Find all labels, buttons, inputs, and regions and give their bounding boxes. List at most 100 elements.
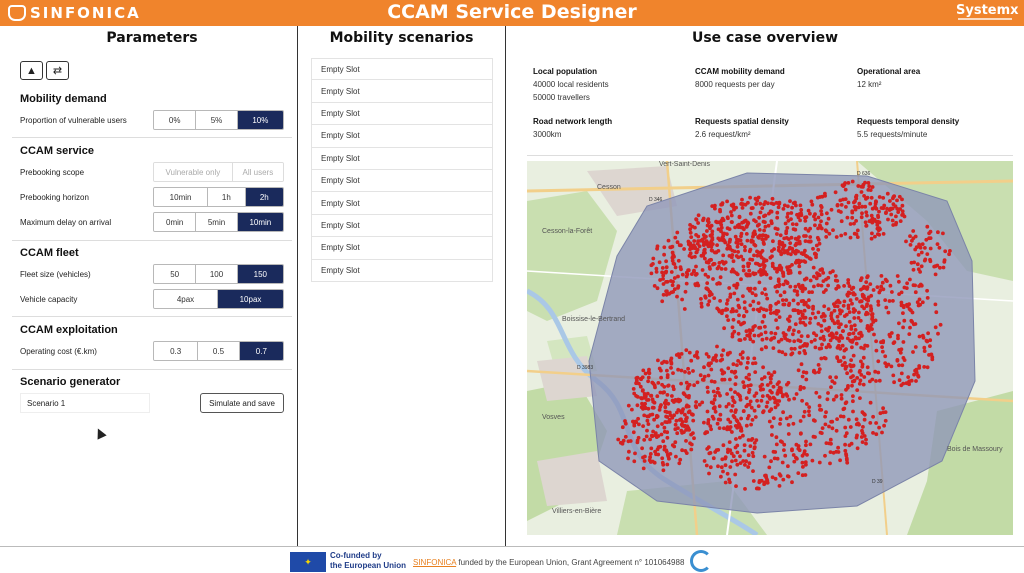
request-point [802, 308, 807, 313]
column-divider-right [505, 26, 506, 546]
scenario-name-input[interactable] [20, 393, 150, 413]
request-point [773, 450, 778, 454]
capacity-option-10pax[interactable]: 10pax [217, 290, 283, 308]
request-point [864, 223, 869, 228]
request-point [736, 331, 741, 336]
request-point [728, 425, 733, 429]
sinfonica-link[interactable]: SINFONICA [413, 558, 457, 567]
request-point [854, 435, 859, 440]
cost-option-0-7[interactable]: 0.7 [238, 342, 283, 360]
request-point [830, 318, 835, 323]
cost-option-0-5[interactable]: 0.5 [197, 342, 239, 360]
stat-road-network-value: 3000km [533, 130, 562, 139]
request-point [683, 412, 687, 417]
request-point [786, 328, 791, 332]
request-point [799, 431, 803, 436]
vulnerable-option-5[interactable]: 5% [195, 111, 237, 129]
request-point [792, 459, 797, 464]
request-point [701, 218, 705, 223]
request-point [892, 380, 896, 385]
request-point [694, 250, 699, 255]
horizon-option-10min[interactable]: 10min [154, 188, 208, 206]
randomize-button[interactable]: ⇄ [46, 61, 69, 80]
request-point [750, 291, 755, 296]
request-point [825, 397, 830, 402]
vulnerable-option-10[interactable]: 10% [236, 111, 283, 129]
request-point [687, 253, 692, 258]
request-point [859, 359, 863, 364]
scenario-slot-2[interactable]: Empty Slot [311, 80, 493, 103]
scenario-slot-1[interactable]: Empty Slot [311, 58, 493, 81]
reset-button[interactable]: ▲ [20, 61, 43, 80]
request-point [775, 227, 780, 231]
vulnerable-option-0[interactable]: 0% [154, 111, 196, 129]
request-point [760, 249, 765, 253]
request-point [860, 440, 865, 444]
scenario-slot-9[interactable]: Empty Slot [311, 237, 493, 260]
request-point [880, 280, 885, 285]
fleet-option-150[interactable]: 150 [236, 265, 283, 283]
request-point [777, 399, 782, 403]
request-point [787, 264, 792, 269]
request-point [800, 473, 805, 478]
horizon-option-2h[interactable]: 2h [244, 188, 283, 206]
request-point [819, 283, 824, 288]
fleet-option-100[interactable]: 100 [195, 265, 237, 283]
request-point [671, 290, 675, 294]
request-point [691, 246, 696, 250]
request-point [864, 441, 868, 446]
request-point [760, 337, 765, 342]
prebooking-scope-vulnerable[interactable]: Vulnerable only [154, 163, 232, 181]
request-point [764, 404, 769, 409]
delay-option-10min[interactable]: 10min [236, 213, 283, 231]
request-point [881, 232, 886, 236]
simulate-and-save-button[interactable]: Simulate and save [200, 393, 284, 413]
delay-option-5min[interactable]: 5min [195, 213, 237, 231]
request-point [865, 365, 870, 370]
scenario-slot-7[interactable]: Empty Slot [311, 192, 493, 215]
request-point [916, 374, 921, 379]
request-point [728, 295, 733, 299]
request-point [937, 245, 942, 250]
request-point [725, 232, 729, 236]
request-point [691, 369, 695, 373]
request-point [871, 288, 876, 292]
demand-map-canvas: Vert-Saint-Denis Cesson Cesson-la-Forêt … [527, 161, 1013, 535]
request-point [713, 409, 718, 414]
request-point [664, 289, 668, 294]
scenario-slot-8[interactable]: Empty Slot [311, 214, 493, 238]
request-point [647, 371, 652, 376]
request-point [874, 339, 878, 344]
request-point [705, 229, 709, 233]
fleet-option-50[interactable]: 50 [154, 265, 196, 283]
request-point [637, 422, 641, 427]
request-point [812, 274, 816, 279]
request-point [772, 335, 777, 340]
request-point [705, 281, 710, 285]
capacity-option-4pax[interactable]: 4pax [154, 290, 218, 308]
cost-option-0-3[interactable]: 0.3 [154, 342, 198, 360]
scenario-slot-3[interactable]: Empty Slot [311, 102, 493, 126]
scenario-slot-6[interactable]: Empty Slot [311, 169, 493, 193]
request-point [921, 335, 926, 340]
request-point [824, 345, 829, 350]
demand-map[interactable]: Vert-Saint-Denis Cesson Cesson-la-Forêt … [527, 161, 1013, 535]
scenario-slot-10[interactable]: Empty Slot [311, 259, 493, 282]
request-point [760, 320, 765, 324]
request-point [623, 434, 628, 439]
request-point [808, 278, 813, 283]
request-point [686, 384, 690, 389]
request-point [904, 286, 909, 290]
request-point [808, 226, 812, 231]
prebooking-scope-all[interactable]: All users [231, 163, 283, 181]
request-point [877, 232, 882, 237]
request-point [783, 352, 788, 357]
request-point [701, 378, 706, 382]
delay-option-0min[interactable]: 0min [154, 213, 196, 231]
request-point [887, 299, 892, 303]
scenario-slot-4[interactable]: Empty Slot [311, 125, 493, 148]
request-point [781, 477, 786, 482]
request-point [748, 337, 753, 342]
horizon-option-1h[interactable]: 1h [207, 188, 245, 206]
scenario-slot-5[interactable]: Empty Slot [311, 147, 493, 170]
